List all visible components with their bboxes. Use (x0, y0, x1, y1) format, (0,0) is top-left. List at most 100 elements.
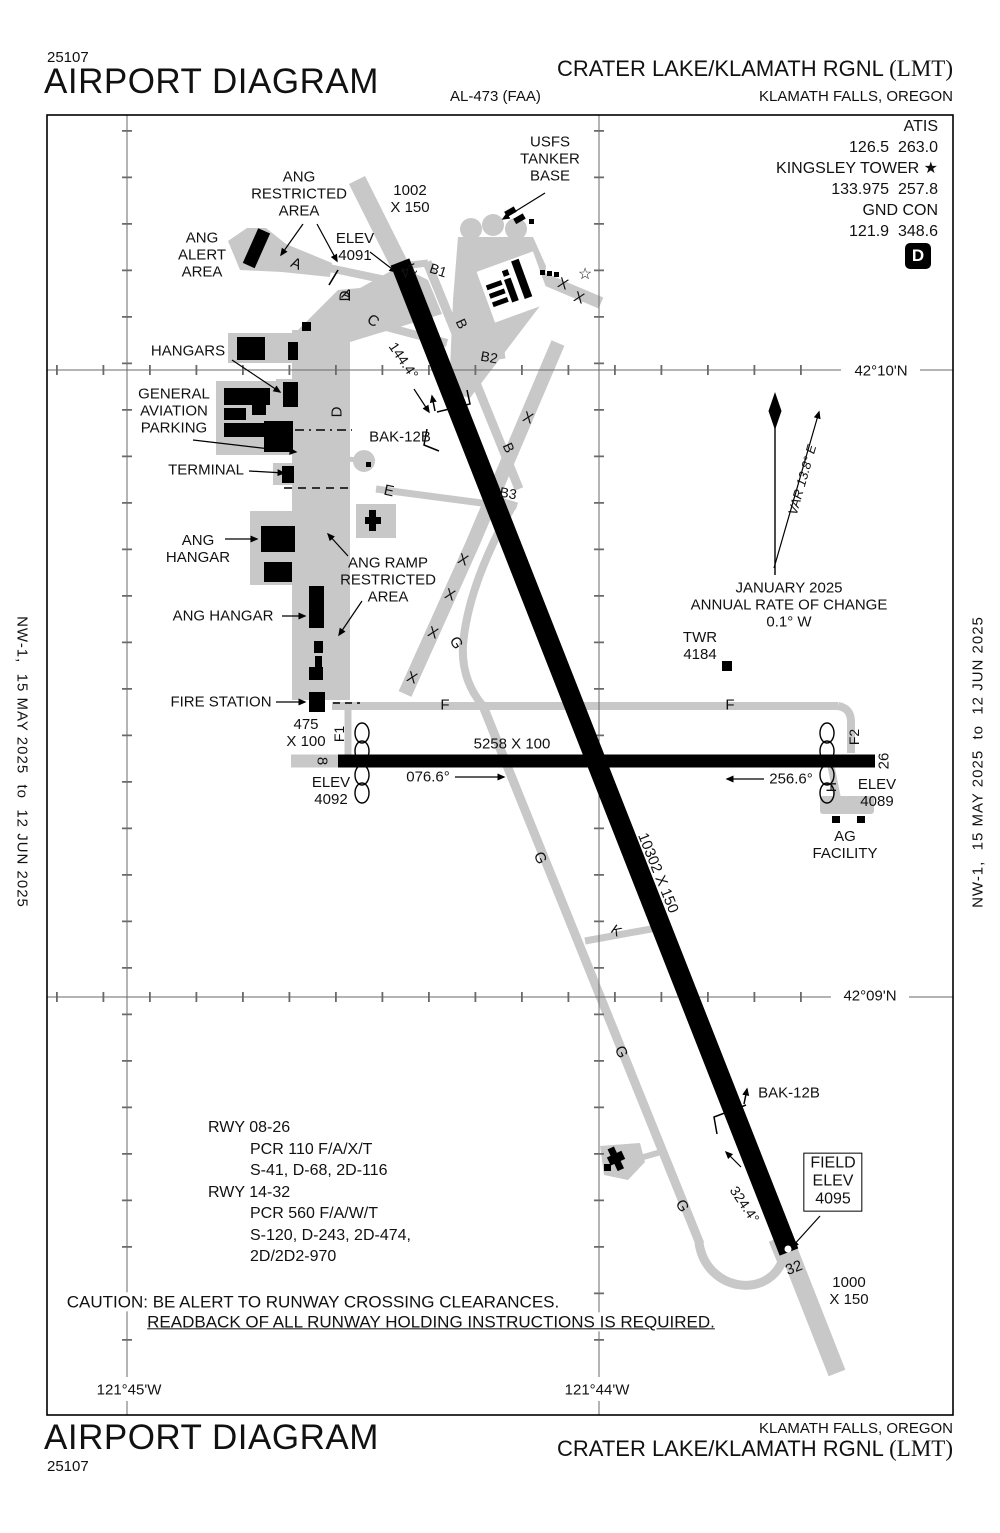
map-label-elev: ELEV 4092 (311, 773, 351, 808)
bak12b-symbols (423, 389, 750, 1135)
map-label-x: X (520, 408, 536, 428)
map-label-8: 8 (313, 756, 331, 766)
map-label-fire-station: FIRE STATION (170, 693, 272, 711)
map-label-pcr-110-f-a-x-t: PCR 110 F/A/X/T (250, 1140, 373, 1158)
map-label-general: GENERAL AVIATION PARKING (138, 385, 210, 437)
map-label-d: D (328, 406, 346, 418)
page-title: AIRPORT DIAGRAM (44, 62, 379, 101)
map-label-121-45-w: 121°45'W (93, 1381, 165, 1399)
map-label-x: X (455, 550, 471, 570)
map-label-hangars: HANGARS (150, 342, 226, 360)
map-label-d: D (336, 290, 354, 302)
footer-title: AIRPORT DIAGRAM (44, 1418, 379, 1457)
map-label-256-6: 256.6° (769, 770, 813, 788)
hangar-building (237, 337, 265, 360)
map-label-e: E (382, 481, 396, 501)
map-label-x: X (555, 274, 571, 294)
map-label-kingsley-tower: KINGSLEY TOWER ★ (776, 159, 938, 177)
map-label-g: G (610, 1043, 632, 1061)
map-label-ang: ANG HANGAR (165, 531, 231, 566)
map-label-rwy-08-26: RWY 08-26 (208, 1118, 291, 1136)
map-label-ang-ramp: ANG RAMP RESTRICTED AREA (340, 554, 436, 606)
ag-facility-building (832, 816, 840, 823)
footer-chart-number: 25107 (47, 1458, 89, 1475)
map-label-k: K (608, 920, 625, 940)
map-label-s-41-d-68-2d-116: S-41, D-68, 2D-116 (250, 1161, 388, 1179)
taxiway-g-loop (694, 1238, 787, 1290)
taxiway-g (478, 704, 705, 1246)
map-label-b: B (499, 439, 519, 456)
runways (338, 258, 875, 1256)
map-label-elev: ELEV 4089 (857, 775, 897, 810)
runway14-overrun (348, 175, 408, 269)
footer-airport-name: CRATER LAKE/KLAMATH RGNL (LMT) (557, 1436, 953, 1462)
taxiway-a (257, 249, 401, 287)
ga-buildings (224, 388, 270, 405)
airport-name: CRATER LAKE/KLAMATH RGNL (LMT) (557, 56, 953, 82)
map-label-rwy-14-32: RWY 14-32 (208, 1183, 291, 1201)
map-label-x: X (425, 623, 441, 643)
footer-city: KLAMATH FALLS, OREGON (759, 1420, 953, 1437)
closed-taxiway-ne (534, 270, 604, 309)
leader-arrows (192, 192, 821, 1249)
map-label-ang-hangar: ANG HANGAR (172, 607, 274, 625)
map-label-h: H (823, 781, 840, 793)
chart-number: 25107 (47, 49, 89, 66)
map-label-076-6: 076.6° (406, 768, 450, 786)
map-label-caution-be-alert-to-runway-crossing-clearances: CAUTION: BE ALERT TO RUNWAY CROSSING CLE… (63, 1292, 563, 1312)
taxiway-f2 (837, 702, 855, 753)
map-label-bak-12b: BAK-12B (369, 428, 431, 446)
airport-code: (LMT) (889, 56, 953, 81)
ang-hangar-building (261, 526, 295, 552)
map-label-b2: B2 (479, 347, 499, 367)
map-label-26: 26 (875, 752, 893, 770)
map-label-g: G (445, 633, 467, 653)
map-label-january-2025: JANUARY 2025 ANNUAL RATE OF CHANGE 0.1° … (690, 579, 888, 631)
closed-taxiway (398, 340, 565, 697)
north-arrow (768, 392, 782, 575)
map-label-144-4: 144.4° (385, 339, 422, 382)
map-label-field: FIELD ELEV 4095 (803, 1152, 863, 1212)
map-label-readback-of-all-runway-holding-instructions-is-required: READBACK OF ALL RUNWAY HOLDING INSTRUCTI… (144, 1312, 718, 1332)
taxiway-g-upper (458, 505, 516, 709)
arresting-gear-symbols (354, 722, 835, 804)
map-label-usfs: USFS TANKER BASE (520, 133, 580, 185)
map-label-2d-2d2-970: 2D/2D2-970 (250, 1247, 337, 1265)
buildings (224, 206, 865, 1172)
map-label-pcr-560-f-a-w-t: PCR 560 F/A/W/T (250, 1204, 379, 1222)
hold-lines (284, 269, 360, 704)
map-label-32: 32 (783, 1257, 805, 1279)
footer-airport-code: (LMT) (889, 1436, 953, 1461)
map-label-1002: 1002 X 150 (390, 181, 430, 216)
map-label-f2: F2 (846, 728, 863, 746)
footer-airport-name-text: CRATER LAKE/KLAMATH RGNL (557, 1436, 890, 1461)
ag-facility-pad (820, 796, 874, 814)
fire-station-building (309, 692, 325, 712)
taxiway-h (827, 765, 842, 802)
map-label-133-975-257-8: 133.975 257.8 (831, 180, 938, 198)
map-label-g: G (529, 849, 551, 867)
effective-dates-right: NW-1, 15 MAY 2025 to 12 JUN 2025 (969, 616, 987, 908)
map-label-twr: TWR 4184 (682, 628, 718, 663)
tanker-base-buildings (485, 258, 533, 308)
map-label-121-44-w: 121°44'W (561, 1381, 633, 1399)
map-label-f: F (440, 696, 450, 714)
tower-building (722, 661, 732, 671)
map-label-s-120-d-243-2d-474: S-120, D-243, 2D-474, (250, 1226, 411, 1244)
map-label-42-09-n: 42°09'N (840, 987, 900, 1005)
map-label-f: F (725, 696, 735, 714)
map-label-ag: AG FACILITY (812, 827, 878, 862)
map-label-f1: F1 (331, 725, 348, 743)
map-label-10302-x-150: 10302 X 150 (634, 830, 682, 916)
ang-hangar-2-building (309, 586, 324, 628)
map-label-var-13-8-e: VAR 13.8° E (784, 442, 820, 517)
taxiway-b (422, 260, 524, 491)
ang-alert-building (242, 228, 271, 269)
main-apron (292, 330, 350, 700)
map-label-14: 14 (398, 259, 420, 282)
map-label-475: 475 X 100 (286, 715, 326, 750)
map-label-atis: ATIS (903, 117, 938, 135)
taxiway-b2 (467, 351, 506, 364)
